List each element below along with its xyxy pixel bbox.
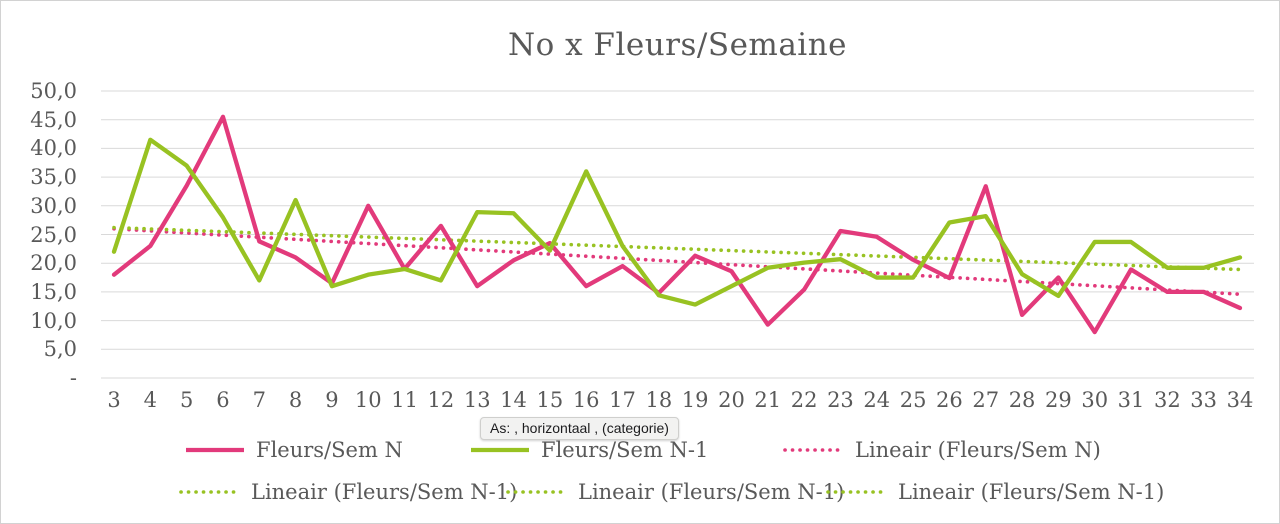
chart-title[interactable]: No x Fleurs/Semaine — [507, 27, 848, 63]
legend-item-lineair-fleurs-sem-n-1[interactable]: Lineair (Fleurs/Sem N-1) — [506, 479, 844, 505]
x-tick-label: 23 — [827, 388, 854, 412]
x-tick-label: 26 — [936, 388, 963, 412]
x-tick-label: 8 — [288, 388, 303, 412]
x-tick-label: 34 — [1226, 388, 1254, 412]
x-tick-label: 11 — [391, 388, 418, 412]
legend-item-lineair-fleurs-sem-n-1[interactable]: Lineair (Fleurs/Sem N-1) — [179, 479, 517, 505]
x-tick-label: 6 — [216, 388, 230, 412]
x-tick-label: 20 — [718, 388, 745, 412]
tooltip-text: As: , horizontaal , (categorie) — [490, 420, 669, 436]
y-tick-label: 35,0 — [30, 165, 77, 190]
legend-label: Lineair (Fleurs/Sem N-1) — [578, 480, 845, 504]
x-tick-label: 7 — [252, 388, 266, 412]
legend-item-fleurs-sem-n-1[interactable]: Fleurs/Sem N-1 — [469, 437, 708, 463]
trendline-lineair-fleurs-sem-n-1[interactable] — [112, 225, 1242, 272]
y-tick-label: 10,0 — [30, 308, 77, 333]
legend-item-lineair-fleurs-sem-n[interactable]: Lineair (Fleurs/Sem N) — [783, 437, 1101, 463]
x-tick-label: 24 — [863, 388, 891, 412]
x-tick-label: 22 — [790, 388, 818, 412]
y-tick-label: 45,0 — [30, 107, 77, 132]
x-tick-label: 25 — [899, 388, 927, 412]
trendline-lineair-fleurs-sem-n[interactable] — [112, 226, 1242, 296]
legend-swatch-solid — [471, 447, 529, 453]
x-tick-label: 27 — [972, 388, 1000, 412]
x-tick-label: 9 — [325, 388, 339, 412]
x-tick-label: 4 — [143, 388, 157, 412]
y-tick-label: - — [69, 366, 77, 390]
x-tick-label: 32 — [1153, 388, 1181, 412]
x-tick-label: 13 — [463, 388, 491, 412]
legend-label: Lineair (Fleurs/Sem N-1) — [898, 480, 1165, 504]
series-fleurs-sem-n-1[interactable] — [111, 137, 1243, 307]
x-tick-label: 31 — [1117, 388, 1145, 412]
legend-swatch-solid — [186, 447, 244, 453]
legend-swatch-dotted — [783, 448, 845, 452]
y-tick-label: 20,0 — [30, 251, 77, 276]
x-tick-label: 12 — [427, 388, 455, 412]
legend-label: Fleurs/Sem N-1 — [541, 438, 709, 462]
y-tick-label: 30,0 — [30, 193, 77, 218]
x-tick-label: 28 — [1008, 388, 1036, 412]
x-tick-label: 17 — [609, 388, 636, 412]
x-tick-label: 18 — [645, 388, 673, 412]
x-tick-label: 5 — [179, 388, 194, 412]
x-tick-label: 15 — [536, 388, 564, 412]
x-tick-label: 16 — [572, 388, 600, 412]
legend-swatch-dotted — [179, 490, 241, 494]
series-fleurs-sem-n[interactable] — [111, 114, 1243, 335]
legend-label: Lineair (Fleurs/Sem N) — [855, 438, 1101, 462]
x-tick-label: 29 — [1045, 388, 1072, 412]
x-tick-label: 21 — [754, 388, 782, 412]
x-tick-label: 19 — [681, 388, 709, 412]
x-tick-label: 33 — [1190, 388, 1218, 412]
y-tick-label: 25,0 — [30, 222, 77, 247]
legend-item-fleurs-sem-n[interactable]: Fleurs/Sem N — [184, 437, 403, 463]
legend-swatch-dotted — [826, 490, 888, 494]
legend-label: Fleurs/Sem N — [256, 438, 403, 462]
legend-item-lineair-fleurs-sem-n-1[interactable]: Lineair (Fleurs/Sem N-1) — [826, 479, 1164, 505]
x-tick-label: 3 — [107, 388, 121, 412]
y-tick-label: 5,0 — [43, 337, 77, 362]
tooltip: As: , horizontaal , (categorie) — [480, 417, 679, 440]
legend-swatch-dotted — [506, 490, 568, 494]
legend-label: Lineair (Fleurs/Sem N-1) — [251, 480, 518, 504]
y-tick-label: 40,0 — [30, 136, 77, 161]
x-tick-label: 14 — [500, 388, 527, 412]
x-tick-label: 10 — [354, 388, 382, 412]
y-tick-label: 15,0 — [30, 279, 77, 304]
y-tick-label: 50,0 — [30, 79, 77, 103]
x-tick-label: 30 — [1081, 388, 1109, 412]
